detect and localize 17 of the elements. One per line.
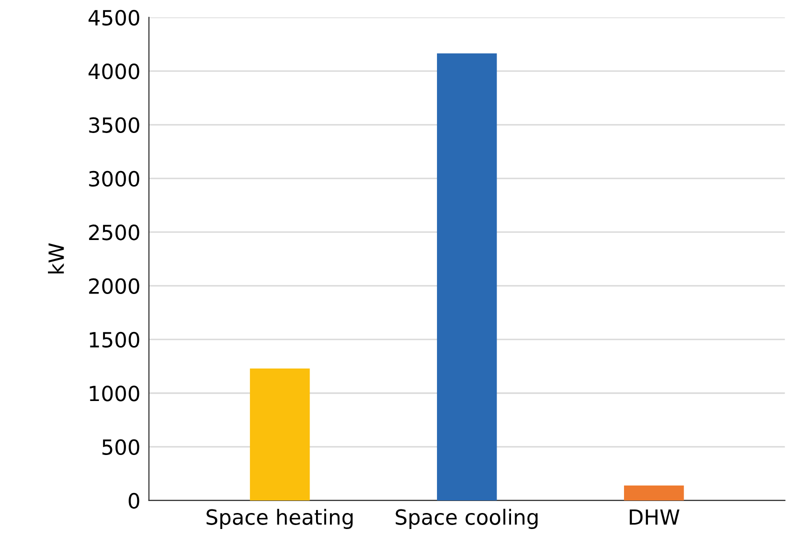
y-tick-label: 2000 bbox=[89, 278, 140, 294]
y-tick-label: 1500 bbox=[90, 332, 140, 348]
y-tick-label: 3500 bbox=[89, 117, 140, 133]
x-tick-label: Space heating bbox=[206, 508, 353, 529]
x-tick-label: Space cooling bbox=[396, 508, 538, 529]
y-tick-label: 0 bbox=[128, 492, 140, 509]
bar bbox=[436, 53, 497, 500]
y-tick-label: 1000 bbox=[90, 386, 140, 402]
y-tick-label: 500 bbox=[102, 439, 140, 456]
y-tick-label: 2500 bbox=[89, 224, 140, 240]
bar bbox=[250, 368, 310, 500]
bar bbox=[624, 485, 684, 500]
y-tick-label: 4500 bbox=[88, 10, 140, 26]
x-tick-label: DHW bbox=[630, 509, 680, 525]
y-axis-title: kW bbox=[48, 243, 64, 274]
y-tick-label: 4000 bbox=[88, 64, 140, 80]
y-tick-label: 3000 bbox=[89, 170, 140, 187]
